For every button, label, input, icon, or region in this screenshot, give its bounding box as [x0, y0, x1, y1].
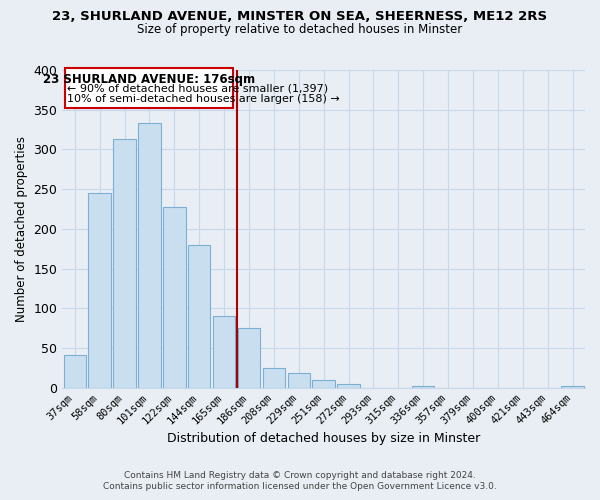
Bar: [238, 328, 260, 388]
Bar: [337, 384, 360, 388]
Text: ← 90% of detached houses are smaller (1,397): ← 90% of detached houses are smaller (1,…: [67, 84, 328, 94]
Bar: [88, 193, 111, 388]
Text: Contains public sector information licensed under the Open Government Licence v3: Contains public sector information licen…: [103, 482, 497, 491]
Text: 23 SHURLAND AVENUE: 176sqm: 23 SHURLAND AVENUE: 176sqm: [43, 73, 255, 86]
Text: 23, SHURLAND AVENUE, MINSTER ON SEA, SHEERNESS, ME12 2RS: 23, SHURLAND AVENUE, MINSTER ON SEA, SHE…: [52, 10, 548, 23]
X-axis label: Distribution of detached houses by size in Minster: Distribution of detached houses by size …: [167, 432, 480, 445]
Bar: [113, 139, 136, 388]
Bar: [263, 368, 285, 388]
Bar: [562, 386, 584, 388]
Text: 10% of semi-detached houses are larger (158) →: 10% of semi-detached houses are larger (…: [67, 94, 340, 104]
Bar: [64, 354, 86, 388]
Bar: [138, 124, 161, 388]
Bar: [163, 206, 185, 388]
Text: Contains HM Land Registry data © Crown copyright and database right 2024.: Contains HM Land Registry data © Crown c…: [124, 471, 476, 480]
Bar: [313, 380, 335, 388]
Text: Size of property relative to detached houses in Minster: Size of property relative to detached ho…: [137, 22, 463, 36]
Bar: [287, 373, 310, 388]
Bar: [213, 316, 235, 388]
Bar: [412, 386, 434, 388]
Y-axis label: Number of detached properties: Number of detached properties: [15, 136, 28, 322]
Bar: [188, 245, 211, 388]
FancyBboxPatch shape: [65, 68, 233, 108]
